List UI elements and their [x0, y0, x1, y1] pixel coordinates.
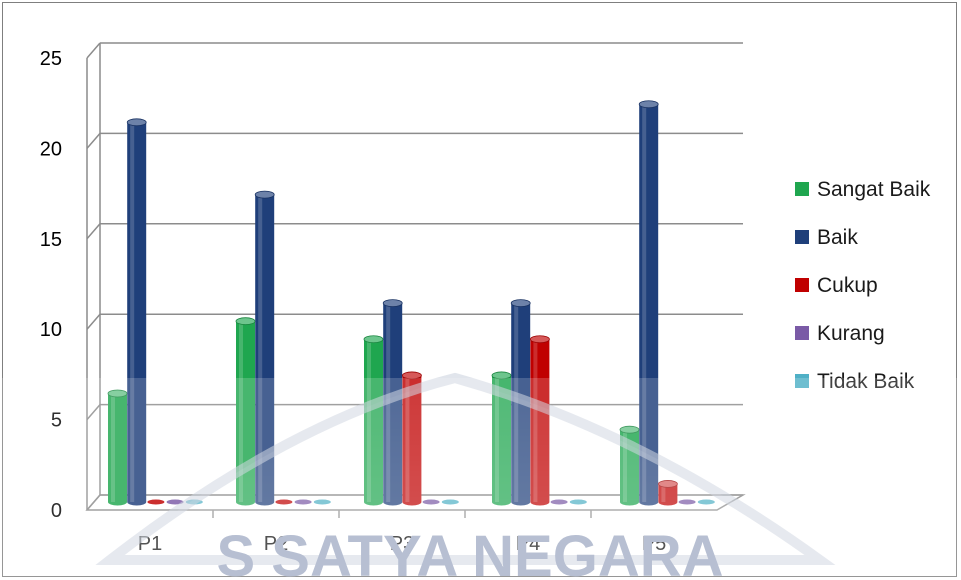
bar-kurang-p1 — [166, 499, 184, 505]
y-tick-label: 5 — [51, 410, 62, 432]
bar-zero — [147, 499, 165, 505]
gridline-depth-3 — [86, 223, 101, 240]
bar-top — [363, 335, 384, 344]
bar-top — [382, 299, 403, 308]
bar-top — [619, 425, 640, 434]
bar-highlight — [111, 393, 115, 502]
watermark-text: S SATYA NEGARA — [216, 524, 723, 580]
bar-highlight — [130, 122, 135, 502]
watermark: S SATYA NEGARA — [0, 372, 961, 580]
bar-baik-p5 — [638, 100, 659, 506]
bar-cukup-p1 — [147, 499, 165, 505]
legend: Sangat Baik Baik Cukup Kurang Tidak Baik — [795, 178, 931, 393]
bar-top — [235, 317, 256, 326]
legend-swatch — [795, 374, 809, 388]
legend-swatch — [795, 278, 809, 292]
legend-label: Sangat Baik — [817, 178, 931, 201]
gridline-depth-1 — [86, 404, 101, 421]
bar-highlight — [239, 321, 243, 502]
y-tick-label: 10 — [40, 319, 62, 341]
bar-highlight — [642, 104, 647, 503]
y-tick-label: 15 — [40, 229, 62, 251]
gridline-depth-2 — [86, 313, 101, 330]
watermark-logo-triangle — [95, 372, 836, 565]
gridline-depth-4 — [86, 132, 101, 149]
bar-top — [491, 371, 512, 380]
gridline-depth-5 — [86, 42, 101, 59]
bar-top — [401, 371, 422, 380]
bar-top — [638, 100, 659, 109]
legend-label: Baik — [817, 226, 858, 249]
bar-highlight — [258, 194, 263, 502]
legend-swatch — [795, 182, 809, 196]
bar-top — [510, 299, 531, 308]
legend-label: Tidak Baik — [817, 370, 915, 393]
legend-label: Kurang — [817, 322, 885, 345]
bar-top — [254, 190, 275, 199]
legend-swatch — [795, 230, 809, 244]
bar-baik-p2 — [254, 190, 275, 506]
bar-top — [107, 389, 128, 398]
y-tick-label: 0 — [51, 500, 62, 522]
bar-zero — [166, 499, 184, 505]
watermark-band — [0, 378, 961, 580]
y-tick-label: 20 — [40, 138, 62, 160]
bar-baik-p1 — [126, 118, 147, 506]
legend-label: Cukup — [817, 274, 878, 297]
y-tick-label: 25 — [40, 48, 62, 70]
bar-sangat-baik-p1 — [107, 389, 128, 506]
bar-top — [530, 335, 550, 344]
bar-top — [126, 118, 147, 127]
legend-swatch — [795, 326, 809, 340]
